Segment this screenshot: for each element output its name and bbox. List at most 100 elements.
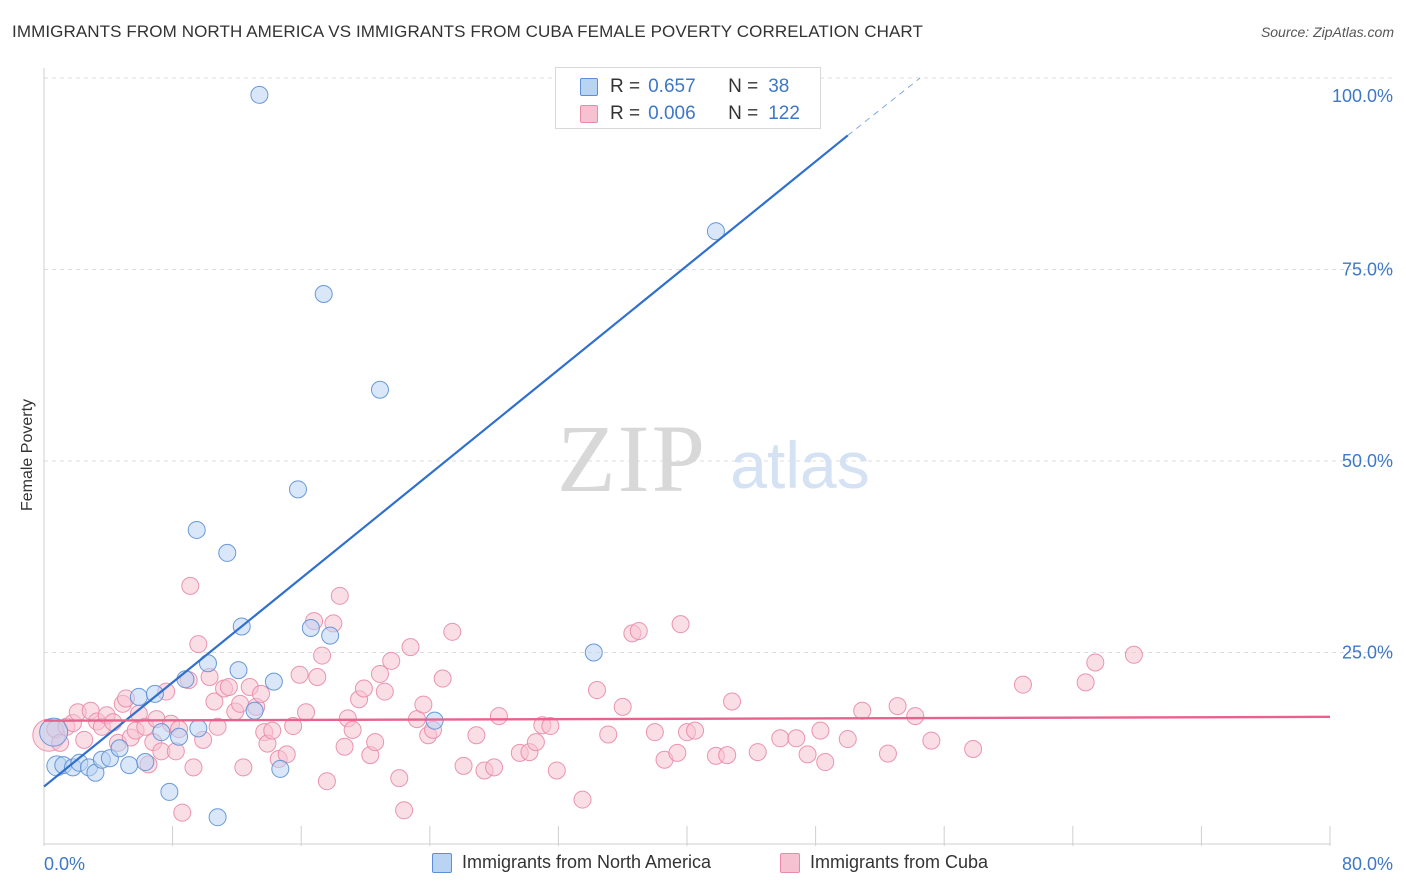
source-label: Source: ZipAtlas.com: [1260, 24, 1394, 40]
legend-r-value: 0.006: [648, 103, 696, 124]
north-america-point: [136, 753, 155, 772]
cuba-point: [816, 753, 835, 772]
y-tick-label: 100.0%: [1332, 86, 1393, 106]
series-legend-label: Immigrants from North America: [462, 852, 712, 872]
cuba-point: [284, 717, 303, 736]
x-tick-label: 0.0%: [44, 854, 85, 874]
cuba-point: [343, 720, 362, 739]
cuba-point: [297, 703, 316, 722]
cuba-point: [668, 743, 687, 762]
cuba-point: [375, 682, 394, 701]
cuba-point: [366, 733, 385, 752]
north-america-point: [288, 480, 307, 499]
cuba-point: [370, 664, 389, 683]
cuba-point: [208, 717, 227, 736]
cuba-point: [234, 758, 253, 777]
cuba-trend-line: [43, 715, 1331, 722]
cuba-point: [723, 692, 742, 711]
y-tick-label: 25.0%: [1342, 643, 1393, 663]
watermark-atlas: atlas: [730, 428, 869, 502]
north-america-point: [229, 661, 248, 680]
cuba-point: [573, 790, 592, 809]
x-tick-label: 80.0%: [1342, 854, 1393, 874]
cuba-point: [771, 729, 790, 748]
cuba-point: [354, 679, 373, 698]
north-america-point: [208, 808, 227, 827]
legend-n-label: N =: [728, 76, 759, 97]
cuba-point: [838, 730, 857, 749]
cuba-point: [964, 740, 983, 759]
cuba-point: [798, 745, 817, 764]
cuba-point: [613, 697, 632, 716]
north-america-point: [145, 684, 164, 703]
cuba-point: [184, 758, 203, 777]
cuba-point: [541, 717, 560, 736]
cuba-point: [313, 646, 332, 665]
cuba-point: [1013, 675, 1032, 694]
north-america-trend-extension: [847, 77, 921, 136]
north-america-point: [370, 380, 389, 399]
north-america-point: [264, 672, 283, 691]
cuba-point: [330, 586, 349, 605]
north-america-point: [301, 618, 320, 637]
cuba-point: [433, 669, 452, 688]
cuba-point: [263, 721, 282, 740]
cuba-point: [166, 742, 185, 761]
cuba-point: [205, 692, 224, 711]
series-legend: Immigrants from North America Immigrants…: [0, 852, 1406, 878]
cuba-point: [629, 622, 648, 641]
cuba-point: [547, 761, 566, 780]
watermark: ZIP atlas: [557, 405, 870, 512]
legend-row-north-america: R = 0.657 N = 38: [580, 76, 789, 98]
cuba-point: [1086, 653, 1105, 672]
cuba-point: [308, 668, 327, 687]
north-america-point: [110, 739, 129, 758]
legend-r-label: R =: [610, 76, 641, 97]
series-legend-item-north-america[interactable]: Immigrants from North America: [432, 852, 711, 873]
series-legend-item-cuba[interactable]: Immigrants from Cuba: [780, 852, 988, 873]
series-swatch-pink: [780, 852, 800, 873]
cuba-point: [454, 756, 473, 775]
cuba-point: [104, 713, 123, 732]
cuba-point: [181, 576, 200, 595]
cuba-point: [748, 743, 767, 762]
legend-swatch-blue: [580, 78, 598, 96]
series-legend-label: Immigrants from Cuba: [810, 852, 989, 872]
legend-n-label: N =: [728, 103, 759, 124]
north-america-point: [584, 643, 603, 662]
tick-labels: 25.0% 50.0% 75.0% 100.0% 0.0% 80.0%: [44, 86, 1393, 874]
cuba-point: [599, 725, 618, 744]
cuba-point: [587, 681, 606, 700]
cuba-point: [888, 697, 907, 716]
cuba-point: [401, 638, 420, 657]
north-america-points: [39, 69, 725, 827]
cuba-point: [906, 707, 925, 726]
cuba-points: [32, 576, 1143, 822]
cuba-point: [219, 677, 238, 696]
north-america-point: [189, 719, 208, 738]
north-america-point: [39, 717, 69, 747]
legend-swatch-pink: [580, 105, 598, 123]
y-tick-label: 50.0%: [1342, 451, 1393, 471]
cuba-point: [787, 729, 806, 748]
north-america-point: [120, 756, 139, 775]
trend-lines: [43, 77, 1331, 788]
north-america-point: [706, 222, 725, 241]
grid: [44, 77, 1392, 653]
cuba-point: [414, 695, 433, 714]
legend-r-label: R =: [610, 103, 641, 124]
cuba-point: [252, 684, 271, 703]
cuba-point: [718, 746, 737, 765]
series-swatch-blue: [432, 852, 452, 873]
north-america-point: [314, 285, 333, 304]
legend-n-value: 122: [768, 103, 800, 124]
north-america-point: [152, 723, 171, 742]
cuba-point: [290, 665, 309, 684]
north-america-point: [321, 626, 340, 645]
cuba-point: [390, 769, 409, 788]
chart-title: IMMIGRANTS FROM NORTH AMERICA VS IMMIGRA…: [12, 22, 923, 41]
cuba-point: [489, 707, 508, 726]
cuba-point: [645, 723, 664, 742]
cuba-point: [878, 744, 897, 763]
